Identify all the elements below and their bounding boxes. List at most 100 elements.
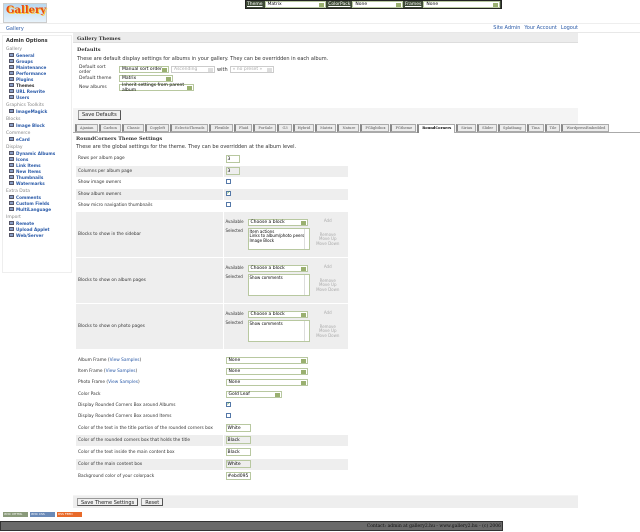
sort-order-select[interactable]: Manual sort order bbox=[119, 66, 169, 73]
sidebar-item-general[interactable]: General bbox=[6, 52, 68, 58]
view-samples-link[interactable]: View Samples bbox=[105, 369, 136, 374]
sidebar-item-web-server[interactable]: Web/Server bbox=[6, 232, 68, 238]
selected-blocks-list[interactable]: Show comments bbox=[247, 273, 310, 296]
sidebar-item-image-block[interactable]: Image Block bbox=[6, 122, 68, 128]
sort-direction-select[interactable]: Ascending bbox=[171, 66, 215, 73]
tab-pglightbox[interactable]: PGlightbox bbox=[360, 124, 390, 132]
photo-frame-select[interactable]: None bbox=[225, 379, 308, 386]
tab-roundcorners[interactable]: RoundCorners bbox=[417, 124, 456, 133]
sidebar-item-plugins[interactable]: Plugins bbox=[6, 76, 68, 82]
item-frame-select[interactable]: None bbox=[225, 368, 308, 375]
sidebar-item-ecard[interactable]: eCard bbox=[6, 136, 68, 142]
view-samples-link[interactable]: View Samples bbox=[108, 380, 138, 385]
sidebar-item-dynamic-albums[interactable]: Dynamic Albums bbox=[6, 150, 68, 156]
rc-items-checkbox[interactable] bbox=[225, 413, 231, 418]
css-badge[interactable]: W3C CSS bbox=[30, 512, 55, 517]
selected-block-item[interactable]: Show comments bbox=[249, 320, 283, 326]
colorpack-select[interactable]: None bbox=[352, 1, 403, 8]
tab-porsale[interactable]: PorSale bbox=[253, 124, 277, 132]
tab-eclecticthreads[interactable]: EclecticThreads bbox=[170, 124, 209, 132]
color-setting-input[interactable]: White bbox=[225, 424, 251, 432]
xhtml-badge[interactable]: W3C XHTML 1.0 bbox=[3, 512, 28, 520]
move-up-button[interactable]: Move Up bbox=[319, 236, 337, 241]
theme-select[interactable]: Matrix bbox=[264, 1, 327, 8]
sidebar-item-users[interactable]: Users bbox=[6, 94, 68, 100]
tab-g3[interactable]: G3 bbox=[277, 124, 292, 132]
sidebar-item-themes[interactable]: Themes bbox=[6, 82, 68, 88]
save-defaults-button[interactable]: Save Defaults bbox=[78, 110, 121, 120]
move-down-button[interactable]: Move Down bbox=[316, 286, 340, 292]
add-button[interactable]: Add bbox=[323, 309, 332, 315]
add-button[interactable]: Add bbox=[323, 263, 332, 269]
sidebar-item-new-items[interactable]: New Items bbox=[6, 168, 68, 174]
view-samples-link[interactable]: View Samples bbox=[109, 358, 140, 363]
sidebar-item-imagemagick[interactable]: ImageMagick bbox=[6, 108, 68, 114]
album-owners-checkbox[interactable] bbox=[225, 190, 231, 196]
sidebar-item-comments[interactable]: Comments bbox=[6, 194, 68, 200]
tab-wordpressembedded[interactable]: WordpressEmbedded bbox=[561, 124, 610, 132]
tab-matrix[interactable]: Matrix bbox=[315, 124, 337, 132]
tab-tile[interactable]: Tile bbox=[544, 124, 561, 132]
reset-button[interactable]: Reset bbox=[141, 498, 164, 506]
tab-fluid[interactable]: Fluid bbox=[234, 124, 253, 132]
sidebar-item-remote[interactable]: Remote bbox=[6, 220, 68, 226]
tab-slider[interactable]: Slider bbox=[477, 124, 498, 132]
add-button[interactable]: Add bbox=[323, 217, 332, 223]
save-theme-settings-button[interactable]: Save Theme Settings bbox=[77, 498, 139, 506]
cols-input[interactable]: 3 bbox=[225, 167, 240, 175]
selected-block-item[interactable]: Image Block bbox=[249, 237, 275, 243]
logout-link[interactable]: Logout bbox=[560, 25, 578, 31]
sidebar-item-watermarks[interactable]: Watermarks bbox=[6, 180, 68, 186]
color-pack-select[interactable]: Gold Leaf bbox=[225, 390, 282, 398]
new-albums-select[interactable]: Inherit settings from parent album bbox=[119, 83, 194, 93]
block-choose-select[interactable]: Choose a block bbox=[247, 264, 308, 272]
sidebar-item-url-rewrite[interactable]: URL Rewrite bbox=[6, 88, 68, 94]
remove-button[interactable]: Remove bbox=[319, 277, 336, 283]
tab-splatbang[interactable]: Splatbang bbox=[498, 124, 526, 132]
tab-ajaxian[interactable]: Ajaxian bbox=[75, 124, 98, 132]
move-down-button[interactable]: Move Down bbox=[316, 332, 340, 338]
sidebar-item-custom-fields[interactable]: Custom Fields bbox=[6, 200, 68, 206]
move-up-button[interactable]: Move Up bbox=[319, 282, 337, 287]
rc-albums-checkbox[interactable] bbox=[225, 401, 231, 407]
image-owners-checkbox[interactable] bbox=[225, 179, 231, 184]
site-admin-link[interactable]: Site Admin bbox=[493, 25, 521, 31]
tab-copyleft[interactable]: Copyleft bbox=[144, 124, 170, 132]
album-frame-select[interactable]: None bbox=[225, 357, 308, 364]
selected-blocks-list[interactable]: Item actions Links to album/photo peers Im… bbox=[247, 227, 310, 250]
selected-block-item[interactable]: Links to album/photo peers bbox=[249, 233, 305, 238]
sidebar-item-upload-applet[interactable]: Upload Applet bbox=[6, 226, 68, 232]
breadcrumb-gallery[interactable]: Gallery bbox=[6, 26, 24, 32]
frames-select[interactable]: None bbox=[423, 1, 500, 8]
tab-siriux[interactable]: Siriux bbox=[456, 124, 477, 132]
gallery-logo[interactable]: Gallery bbox=[3, 3, 47, 23]
color-setting-input[interactable]: #ebd095 bbox=[225, 472, 251, 480]
selected-block-item[interactable]: Show comments bbox=[249, 274, 283, 280]
default-theme-select[interactable]: Matrix bbox=[119, 75, 173, 82]
sidebar-item-performance[interactable]: Performance bbox=[6, 70, 68, 76]
rss-badge[interactable]: RSS FEED bbox=[57, 512, 82, 517]
sidebar-item-thumbnails[interactable]: Thumbnails bbox=[6, 174, 68, 180]
your-account-link[interactable]: Your Account bbox=[524, 25, 557, 31]
move-down-button[interactable]: Move Down bbox=[316, 240, 340, 246]
sidebar-item-maintenance[interactable]: Maintenance bbox=[6, 64, 68, 70]
tab-nature[interactable]: Nature bbox=[337, 124, 360, 132]
tab-flexible[interactable]: Flexible bbox=[209, 124, 233, 132]
tab-pgtheme[interactable]: PGtheme bbox=[390, 124, 417, 132]
selected-block-item[interactable]: Item actions bbox=[249, 228, 275, 234]
sidebar-item-multilanguage[interactable]: MultiLanguage bbox=[6, 206, 68, 212]
color-setting-input[interactable]: Black bbox=[225, 436, 251, 444]
tab-carbon[interactable]: Carbon bbox=[98, 124, 121, 132]
remove-button[interactable]: Remove bbox=[319, 231, 336, 237]
preset-select[interactable]: « no preset » bbox=[229, 66, 274, 73]
sidebar-item-groups[interactable]: Groups bbox=[6, 58, 68, 64]
sidebar-item-link-items[interactable]: Link Items bbox=[6, 162, 68, 168]
color-setting-input[interactable]: Black bbox=[225, 448, 251, 456]
tab-hybrid[interactable]: Hybrid bbox=[292, 124, 315, 132]
color-setting-input[interactable]: White bbox=[225, 460, 251, 468]
tab-classic[interactable]: Classic bbox=[121, 124, 144, 132]
rows-input[interactable]: 3 bbox=[225, 154, 240, 163]
micro-nav-checkbox[interactable] bbox=[225, 202, 231, 207]
tab-tina[interactable]: Tina bbox=[526, 124, 544, 132]
remove-button[interactable]: Remove bbox=[319, 323, 336, 329]
